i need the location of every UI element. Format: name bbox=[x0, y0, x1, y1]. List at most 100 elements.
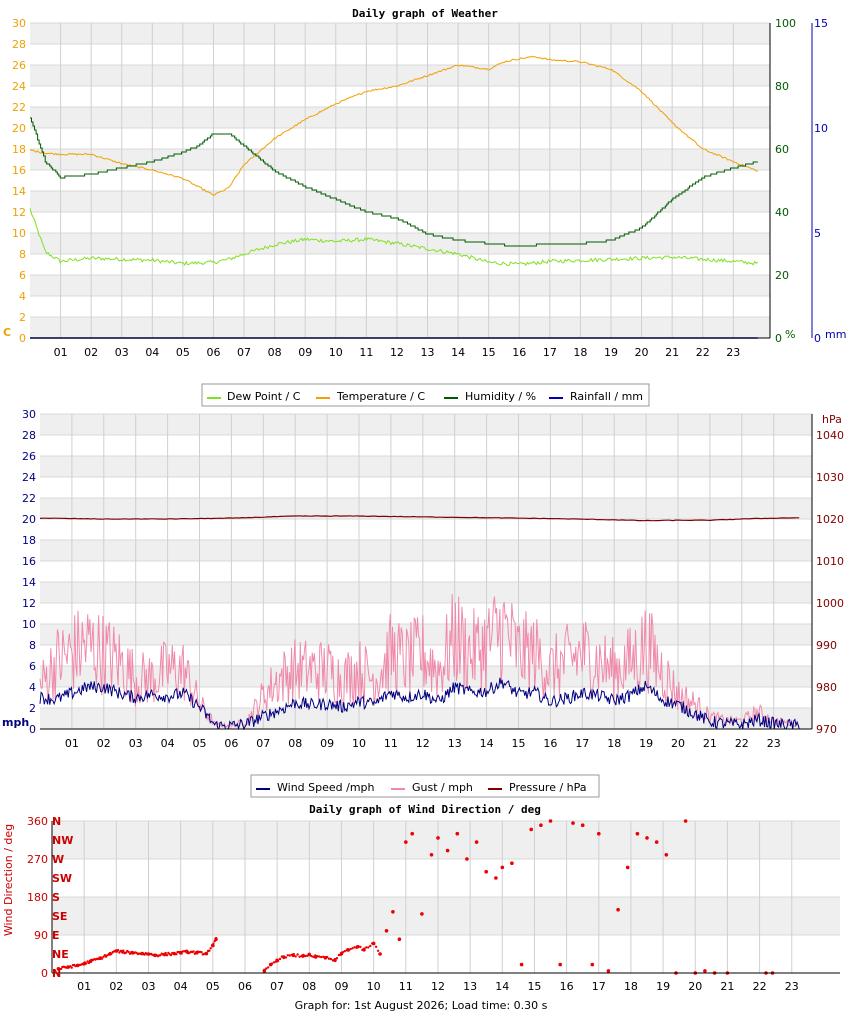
direction-point bbox=[288, 954, 291, 957]
x-tick-label: 19 bbox=[604, 346, 618, 359]
direction-point bbox=[110, 952, 113, 955]
x-tick-label: 13 bbox=[463, 980, 477, 993]
y-tick-label: 14 bbox=[12, 185, 26, 198]
y-tick-label: 180 bbox=[27, 891, 48, 904]
chart1-right-unit-humidity: % bbox=[785, 328, 795, 341]
direction-point bbox=[374, 945, 378, 948]
direction-point bbox=[703, 969, 707, 973]
direction-point bbox=[213, 940, 216, 943]
x-tick-label: 11 bbox=[359, 346, 373, 359]
direction-point bbox=[367, 946, 370, 949]
x-tick-label: 17 bbox=[592, 980, 606, 993]
direction-point bbox=[384, 929, 389, 933]
x-tick-label: 11 bbox=[399, 980, 413, 993]
y-tick-label: 2 bbox=[29, 702, 36, 715]
direction-point bbox=[127, 950, 130, 954]
direction-point bbox=[304, 954, 307, 958]
y-tick-label: 18 bbox=[12, 143, 26, 156]
direction-point bbox=[163, 954, 166, 957]
series-line-dewpoint bbox=[29, 208, 759, 267]
compass-label: W bbox=[52, 853, 64, 866]
direction-point bbox=[325, 955, 329, 959]
humidity-tick-label: 80 bbox=[775, 80, 789, 93]
direction-point bbox=[361, 948, 364, 952]
direction-point bbox=[337, 953, 341, 957]
x-tick-label: 03 bbox=[115, 346, 129, 359]
direction-point bbox=[351, 947, 354, 950]
x-tick-label: 19 bbox=[656, 980, 670, 993]
direction-point bbox=[116, 949, 120, 952]
x-tick-label: 09 bbox=[334, 980, 348, 993]
x-tick-label: 16 bbox=[560, 980, 574, 993]
direction-point bbox=[590, 962, 595, 967]
direction-point bbox=[282, 956, 286, 960]
direction-point bbox=[306, 954, 309, 957]
direction-point bbox=[280, 955, 284, 958]
direction-point bbox=[580, 823, 585, 827]
direction-point bbox=[329, 957, 333, 961]
y-tick-label: 6 bbox=[19, 269, 26, 282]
direction-point bbox=[410, 831, 415, 836]
direction-point bbox=[343, 950, 346, 953]
x-tick-label: 05 bbox=[193, 737, 207, 750]
series-line-wind bbox=[39, 677, 800, 731]
direction-point bbox=[333, 957, 337, 961]
humidity-tick-label: 20 bbox=[775, 269, 789, 282]
humidity-tick-label: 100 bbox=[775, 17, 796, 30]
x-tick-label: 05 bbox=[176, 346, 190, 359]
y-tick-label: 90 bbox=[34, 929, 48, 942]
direction-point bbox=[616, 907, 620, 912]
direction-point bbox=[335, 957, 339, 960]
legend-humidity: Humidity / % bbox=[465, 390, 536, 403]
direction-point bbox=[70, 966, 73, 969]
direction-point bbox=[164, 951, 167, 955]
direction-point bbox=[519, 962, 524, 967]
x-tick-label: 18 bbox=[607, 737, 621, 750]
direction-point bbox=[82, 963, 85, 966]
direction-point bbox=[474, 840, 479, 844]
x-tick-label: 22 bbox=[753, 980, 767, 993]
direction-point bbox=[376, 949, 380, 952]
legend-temperature: Temperature / C bbox=[336, 390, 425, 403]
direction-point bbox=[270, 962, 274, 965]
x-tick-label: 15 bbox=[512, 737, 526, 750]
x-tick-label: 22 bbox=[735, 737, 749, 750]
direction-point bbox=[355, 946, 358, 949]
x-tick-label: 18 bbox=[573, 346, 587, 359]
direction-point bbox=[59, 967, 63, 971]
direction-point bbox=[298, 955, 301, 958]
x-tick-label: 08 bbox=[288, 737, 302, 750]
x-tick-label: 15 bbox=[527, 980, 541, 993]
chart2-legend: Wind Speed /mph Gust / mph Pressure / hP… bbox=[250, 774, 600, 798]
direction-point bbox=[635, 831, 640, 836]
humidity-tick-label: 0 bbox=[775, 332, 782, 345]
compass-label: SE bbox=[52, 910, 67, 923]
rain-tick-label: 0 bbox=[814, 332, 821, 345]
direction-point bbox=[484, 869, 489, 874]
x-tick-label: 11 bbox=[384, 737, 398, 750]
pressure-tick-label: 1010 bbox=[816, 555, 844, 568]
x-tick-label: 23 bbox=[726, 346, 740, 359]
humidity-tick-label: 60 bbox=[775, 143, 789, 156]
y-tick-label: 360 bbox=[27, 815, 48, 828]
x-tick-label: 12 bbox=[431, 980, 445, 993]
y-tick-label: 24 bbox=[12, 80, 26, 93]
direction-point bbox=[265, 967, 268, 970]
direction-point bbox=[339, 953, 342, 957]
y-tick-label: 26 bbox=[22, 450, 36, 463]
compass-label: E bbox=[52, 929, 60, 942]
direction-point bbox=[214, 936, 218, 940]
y-tick-label: 28 bbox=[22, 429, 36, 442]
x-tick-label: 01 bbox=[65, 737, 79, 750]
direction-point bbox=[205, 952, 208, 956]
direction-point bbox=[180, 952, 183, 955]
chart2-right-unit: hPa bbox=[822, 413, 842, 426]
direction-point bbox=[192, 950, 195, 953]
x-tick-label: 05 bbox=[206, 980, 220, 993]
direction-point bbox=[683, 819, 688, 823]
x-tick-label: 10 bbox=[352, 737, 366, 750]
direction-point bbox=[373, 942, 376, 946]
compass-label: NW bbox=[52, 834, 73, 847]
direction-point bbox=[212, 942, 215, 945]
